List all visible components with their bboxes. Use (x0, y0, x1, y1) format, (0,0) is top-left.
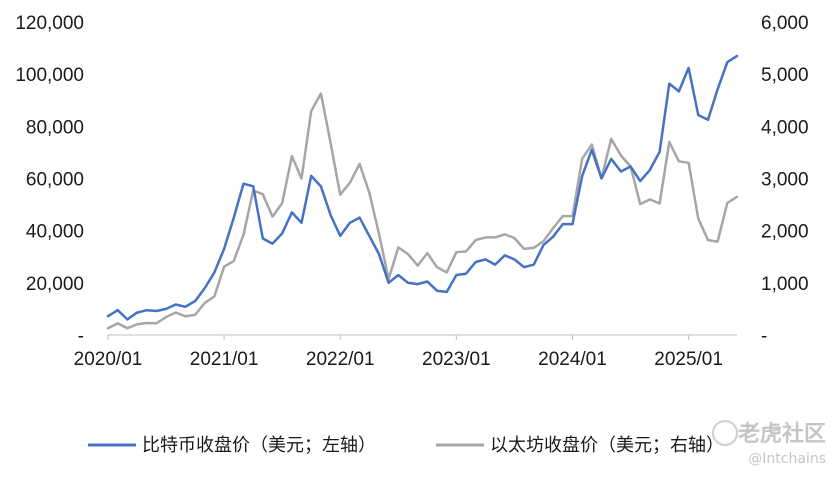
x-tick-label: 2023/01 (422, 349, 491, 370)
series-line-ethereum (106, 92, 739, 330)
y-left-tick-label: 60,000 (26, 170, 84, 191)
y-axis-right-ticks: - 1,000 2,000 3,000 4,000 5,000 6,000 (761, 13, 809, 347)
y-right-tick-label: 3,000 (761, 170, 809, 191)
series-line-bitcoin (106, 54, 739, 321)
legend-label-ethereum: 以太坊收盘价（美元；右轴） (490, 435, 724, 456)
y-left-tick-label: 20,000 (26, 274, 84, 295)
y-axis-left-ticks: - 20,000 40,000 60,000 80,000 100,000 120,000 (15, 13, 84, 347)
y-right-tick-label: 6,000 (761, 13, 809, 34)
y-right-tick-label: 5,000 (761, 65, 809, 86)
x-axis-ticks: 2020/01 2021/01 2022/01 2023/01 2024/01 2025/… (74, 335, 723, 370)
y-left-tick-label: 40,000 (26, 222, 84, 243)
y-left-tick-label: 80,000 (26, 117, 84, 138)
y-left-tick-label: - (78, 326, 84, 347)
watermark-handle: @Intchains (748, 451, 826, 467)
x-tick-label: 2022/01 (306, 349, 375, 370)
y-left-tick-label: 120,000 (15, 13, 84, 34)
x-tick-label: 2025/01 (654, 349, 723, 370)
y-right-tick-label: 2,000 (761, 222, 809, 243)
plot-series (106, 54, 739, 330)
watermark-brand: 老虎社区 (737, 422, 826, 447)
y-right-tick-label: 1,000 (761, 274, 809, 295)
legend: 比特币收盘价（美元；左轴） 以太坊收盘价（美元；右轴） (88, 435, 724, 456)
x-tick-label: 2024/01 (538, 349, 607, 370)
x-tick-label: 2021/01 (190, 349, 259, 370)
y-right-tick-label: - (761, 326, 767, 347)
watermark-logo-icon (712, 420, 738, 446)
y-left-tick-label: 100,000 (15, 65, 84, 86)
y-right-tick-label: 4,000 (761, 117, 809, 138)
legend-label-bitcoin: 比特币收盘价（美元；左轴） (142, 435, 376, 456)
x-tick-label: 2020/01 (74, 349, 143, 370)
